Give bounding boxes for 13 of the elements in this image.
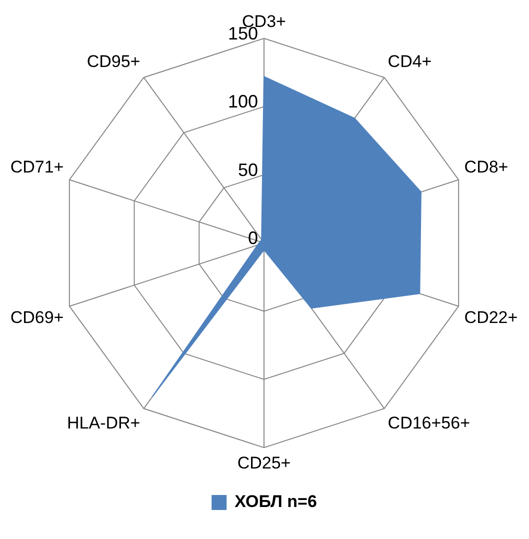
spoke-label: HLA-DR+ <box>66 413 140 432</box>
spoke-label: CD95+ <box>86 52 140 72</box>
spoke-label: CD71+ <box>10 157 64 176</box>
y-tick-label: 0 <box>248 228 258 248</box>
spoke-label: CD22+ <box>464 308 518 327</box>
y-tick-label: 50 <box>238 160 258 180</box>
spoke-label: CD4+ <box>388 52 432 72</box>
spoke-label: CD25+ <box>237 453 291 472</box>
spoke-label: CD69+ <box>10 308 64 327</box>
legend-label: ХОБЛ n=6 <box>234 492 317 512</box>
spoke-label: CD16+56+ <box>388 413 470 432</box>
spoke-label: CD8+ <box>464 157 508 176</box>
y-tick-label: 100 <box>228 92 258 112</box>
